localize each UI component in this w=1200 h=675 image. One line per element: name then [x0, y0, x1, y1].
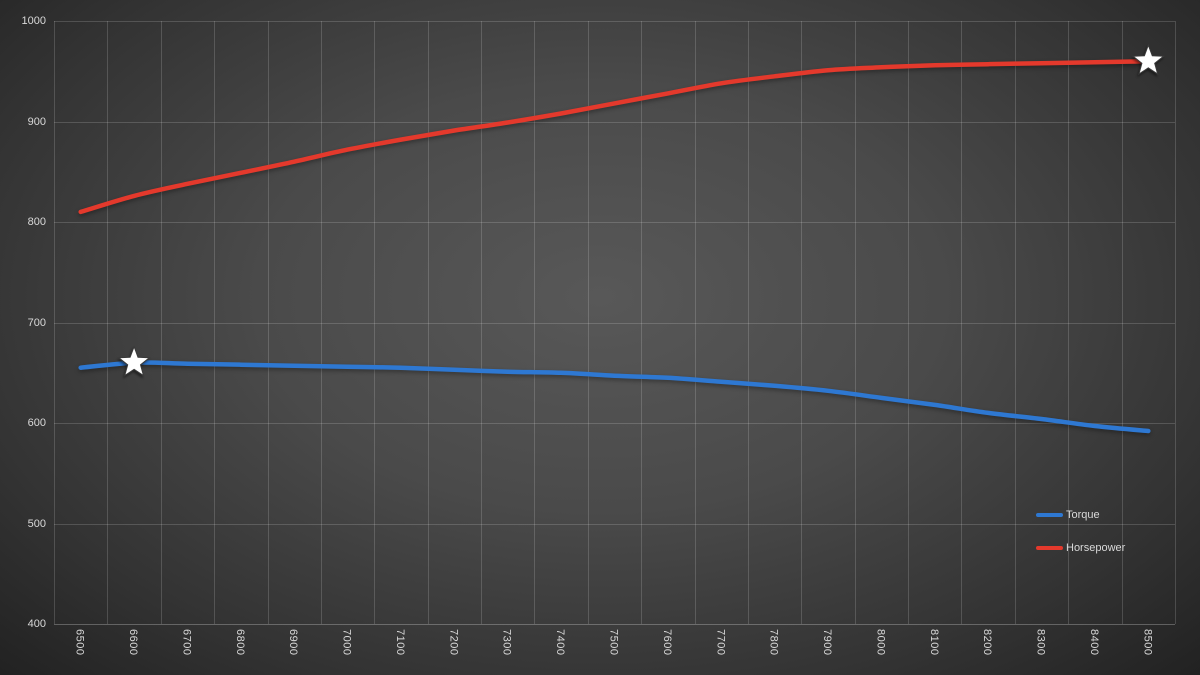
- horsepower-line[interactable]: [78, 58, 1151, 215]
- x-tick-label: 7200: [447, 629, 460, 656]
- gridlines: [54, 21, 1176, 625]
- x-tick-label: 8200: [981, 629, 994, 656]
- plot-area: [54, 21, 1176, 625]
- y-tick-label: 900: [27, 115, 46, 128]
- x-tick-label: 6600: [127, 629, 140, 656]
- y-tick-label: 1000: [21, 15, 46, 27]
- x-tick-label: 6900: [287, 629, 300, 656]
- x-tick-label: 7700: [714, 629, 727, 656]
- x-tick-label: 7100: [393, 629, 406, 656]
- y-tick-label: 700: [27, 316, 46, 329]
- legend-label-horsepower: Horsepower: [1066, 542, 1126, 554]
- horsepower-peak-star-icon[interactable]: [1131, 43, 1165, 76]
- y-tick-label: 600: [27, 417, 46, 429]
- torque-line[interactable]: [78, 360, 1151, 434]
- x-tick-label: 8300: [1034, 629, 1047, 656]
- chart-canvas: [54, 21, 1176, 625]
- x-tick-label: 6700: [180, 629, 193, 656]
- legend: Torque Horsepower: [1036, 504, 1125, 570]
- x-tick-label: 7500: [607, 629, 620, 656]
- y-tick-label: 800: [27, 216, 46, 228]
- x-tick-label: 7300: [500, 629, 513, 656]
- x-tick-label: 6800: [233, 629, 246, 656]
- x-tick-label: 7600: [660, 629, 673, 656]
- x-tick-label: 8000: [874, 629, 887, 656]
- x-tick-label: 7000: [340, 629, 353, 656]
- y-tick-label: 400: [27, 618, 46, 630]
- x-tick-label: 8100: [927, 629, 940, 656]
- horsepower-swatch-icon: [1036, 546, 1063, 550]
- x-tick-label: 7800: [767, 629, 780, 656]
- x-tick-label: 8400: [1087, 629, 1100, 656]
- x-tick-label: 7900: [821, 629, 834, 656]
- torque-swatch-icon: [1036, 513, 1063, 517]
- x-tick-label: 7400: [554, 629, 567, 656]
- legend-item-torque[interactable]: Torque: [1036, 504, 1125, 526]
- x-tick-label: 6500: [73, 629, 86, 656]
- y-tick-label: 500: [27, 517, 46, 530]
- torque-peak-star-icon[interactable]: [117, 345, 151, 377]
- legend-item-horsepower[interactable]: Horsepower: [1036, 537, 1125, 559]
- x-tick-label: 8500: [1141, 629, 1154, 656]
- legend-label-torque: Torque: [1066, 509, 1100, 521]
